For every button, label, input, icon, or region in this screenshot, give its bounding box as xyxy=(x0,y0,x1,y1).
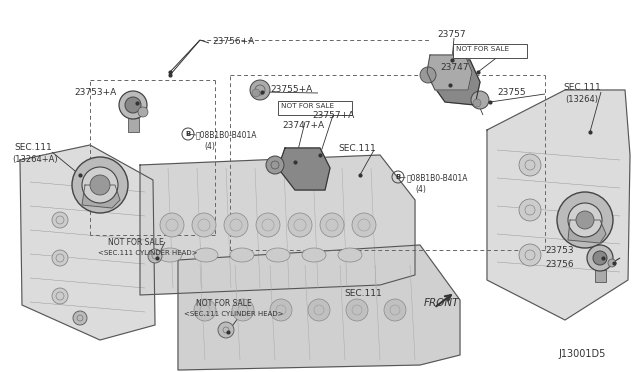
Ellipse shape xyxy=(338,248,362,262)
Circle shape xyxy=(471,91,489,109)
Text: 23757+A: 23757+A xyxy=(312,111,355,120)
Text: <SEC.111 CYLINDER HEAD>: <SEC.111 CYLINDER HEAD> xyxy=(98,250,198,256)
Text: 23756+A: 23756+A xyxy=(212,37,254,46)
Bar xyxy=(595,270,606,282)
Circle shape xyxy=(608,259,616,267)
Circle shape xyxy=(288,213,312,237)
Text: <SEC.111 CYLINDER HEAD>: <SEC.111 CYLINDER HEAD> xyxy=(184,311,284,317)
Polygon shape xyxy=(178,245,460,370)
Circle shape xyxy=(352,213,376,237)
Circle shape xyxy=(252,89,260,97)
Circle shape xyxy=(138,107,148,117)
FancyBboxPatch shape xyxy=(453,44,527,58)
Text: Ⓑ08B1B0-B401A: Ⓑ08B1B0-B401A xyxy=(196,130,257,139)
Text: 23747: 23747 xyxy=(440,63,468,72)
Text: 23755+A: 23755+A xyxy=(270,85,312,94)
Text: NOT FOR SALE: NOT FOR SALE xyxy=(456,46,509,52)
Circle shape xyxy=(72,157,128,213)
FancyBboxPatch shape xyxy=(278,101,352,115)
Circle shape xyxy=(593,251,607,265)
Ellipse shape xyxy=(194,248,218,262)
Polygon shape xyxy=(278,148,330,190)
Ellipse shape xyxy=(230,248,254,262)
Circle shape xyxy=(557,192,613,248)
Ellipse shape xyxy=(158,248,182,262)
Circle shape xyxy=(192,213,216,237)
Text: J13001D5: J13001D5 xyxy=(558,349,605,359)
Circle shape xyxy=(52,288,68,304)
Circle shape xyxy=(519,199,541,221)
Circle shape xyxy=(473,99,481,107)
Text: 23753+A: 23753+A xyxy=(74,88,116,97)
Text: Ⓑ08B1B0-B401A: Ⓑ08B1B0-B401A xyxy=(407,173,468,182)
Polygon shape xyxy=(20,145,155,340)
Text: SEC.111: SEC.111 xyxy=(338,144,376,153)
Circle shape xyxy=(52,212,68,228)
Text: NOT FOR SALE: NOT FOR SALE xyxy=(108,238,164,247)
Text: 23756: 23756 xyxy=(545,260,573,269)
Text: NOT FOR SALE: NOT FOR SALE xyxy=(281,103,334,109)
Circle shape xyxy=(73,311,87,325)
Circle shape xyxy=(119,91,147,119)
Circle shape xyxy=(52,250,68,266)
Circle shape xyxy=(576,211,594,229)
Polygon shape xyxy=(140,155,415,295)
Text: B: B xyxy=(186,131,191,137)
Bar xyxy=(128,118,139,132)
Text: NOT FOR SALE: NOT FOR SALE xyxy=(196,299,252,308)
Text: (4): (4) xyxy=(204,142,215,151)
Text: B: B xyxy=(396,174,401,180)
Text: (4): (4) xyxy=(415,185,426,194)
Circle shape xyxy=(519,244,541,266)
Text: 23755: 23755 xyxy=(497,88,525,97)
Circle shape xyxy=(308,299,330,321)
Circle shape xyxy=(320,213,344,237)
Circle shape xyxy=(384,299,406,321)
Circle shape xyxy=(519,154,541,176)
Circle shape xyxy=(218,322,234,338)
Circle shape xyxy=(224,213,248,237)
Polygon shape xyxy=(568,220,606,243)
Ellipse shape xyxy=(266,248,290,262)
Circle shape xyxy=(568,203,602,237)
Text: SEC.111: SEC.111 xyxy=(563,83,601,92)
Circle shape xyxy=(232,299,254,321)
Circle shape xyxy=(125,97,141,113)
Circle shape xyxy=(250,80,270,100)
Text: 23757: 23757 xyxy=(437,30,466,39)
Ellipse shape xyxy=(302,248,326,262)
Circle shape xyxy=(266,156,284,174)
Text: (13264): (13264) xyxy=(565,95,598,104)
Circle shape xyxy=(148,249,162,263)
Text: 23753: 23753 xyxy=(545,246,573,255)
Polygon shape xyxy=(82,185,120,208)
Circle shape xyxy=(587,245,613,271)
Circle shape xyxy=(90,175,110,195)
Circle shape xyxy=(160,213,184,237)
Circle shape xyxy=(194,299,216,321)
Text: FRONT: FRONT xyxy=(424,298,460,308)
Text: 23747+A: 23747+A xyxy=(282,121,324,130)
Circle shape xyxy=(270,299,292,321)
Circle shape xyxy=(82,167,118,203)
Circle shape xyxy=(256,213,280,237)
Polygon shape xyxy=(427,55,472,90)
Circle shape xyxy=(346,299,368,321)
Polygon shape xyxy=(428,60,480,105)
Text: SEC.111: SEC.111 xyxy=(14,143,52,152)
Text: SEC.111: SEC.111 xyxy=(344,289,381,298)
Circle shape xyxy=(420,67,436,83)
Polygon shape xyxy=(487,90,630,320)
Text: (13264+A): (13264+A) xyxy=(12,155,58,164)
